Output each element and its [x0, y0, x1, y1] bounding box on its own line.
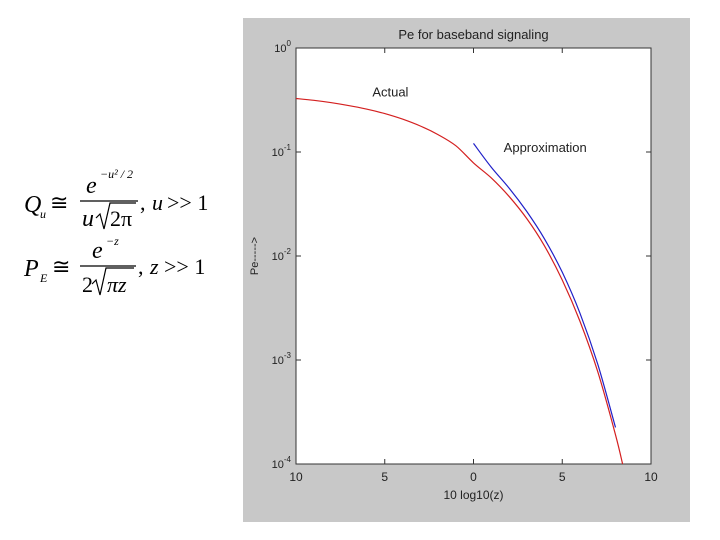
annotation-label: Approximation	[504, 140, 587, 155]
p-lhs: P	[23, 256, 39, 282]
x-tick-label: 10	[289, 470, 303, 484]
q-lhs-sub: u	[40, 207, 46, 221]
y-tick-exp: -1	[284, 143, 292, 152]
p-num-exp: −z	[106, 234, 119, 248]
p-den-root: πz	[107, 272, 127, 297]
y-tick-base: 10	[272, 355, 284, 367]
p-den-coef: 2	[82, 272, 93, 297]
y-tick-label: 10-2	[272, 247, 292, 263]
q-num-exp: −u² / 2	[100, 167, 133, 181]
p-num-base: e	[92, 238, 103, 264]
formula-area: Q u ≅ e −u² / 2 u 2π , u >> 1 P E ≅ e −z…	[23, 167, 208, 297]
plot-area	[295, 47, 652, 465]
p-cond-rel: >> 1	[164, 254, 205, 279]
q-den-var: u	[82, 206, 94, 232]
actual-curve	[295, 97, 624, 465]
svg-text:,: ,	[140, 190, 146, 215]
svg-text:,: ,	[138, 254, 144, 279]
y-tick-exp: -2	[284, 247, 292, 256]
y-tick-base: 10	[274, 43, 286, 55]
p-lhs-sub: E	[39, 271, 48, 285]
y-tick-base: 10	[272, 147, 284, 159]
x-tick-label: 0	[470, 470, 477, 484]
x-tick-label: 5	[559, 470, 566, 484]
y-axis-label: Pe----->	[249, 237, 261, 275]
y-tick-label: 10-3	[272, 351, 292, 367]
q-formula: Q u ≅ e −u² / 2 u 2π , u >> 1	[24, 167, 208, 232]
q-approx: ≅	[50, 190, 68, 215]
chart: Pe for baseband signaling 10 log10(z) Pe…	[249, 27, 658, 502]
y-tick-label: 10-1	[272, 143, 292, 159]
q-num-base: e	[86, 173, 97, 199]
y-tick-base: 10	[272, 459, 284, 471]
q-lhs: Q	[24, 192, 41, 218]
q-cond-rel: >> 1	[167, 190, 208, 215]
series-layer	[295, 97, 624, 465]
figure-panel: Pe for baseband signaling 10 log10(z) Pe…	[243, 18, 690, 522]
annotation-label: Actual	[372, 85, 408, 100]
p-formula: P E ≅ e −z 2 πz , z >> 1	[23, 234, 205, 297]
p-cond-var: z	[149, 254, 159, 279]
y-tick-exp: 0	[287, 39, 292, 48]
x-tick-label: 10	[644, 470, 658, 484]
x-tick-label: 5	[381, 470, 388, 484]
x-axis-label: 10 log10(z)	[443, 488, 503, 502]
approximation-curve	[473, 143, 617, 428]
y-tick-base: 10	[272, 251, 284, 263]
p-approx: ≅	[52, 254, 70, 279]
y-tick-label: 10-4	[272, 455, 292, 471]
y-tick-exp: -4	[284, 455, 292, 464]
q-den-root: 2π	[110, 206, 132, 231]
y-tick-exp: -3	[284, 351, 292, 360]
y-tick-label: 100	[274, 39, 291, 55]
annotation-layer: Actual Approximation	[372, 85, 586, 155]
p-sqrt-sign	[91, 267, 134, 296]
chart-title: Pe for baseband signaling	[398, 27, 548, 42]
q-sqrt-sign	[95, 202, 136, 230]
q-cond-var: u	[152, 190, 163, 215]
